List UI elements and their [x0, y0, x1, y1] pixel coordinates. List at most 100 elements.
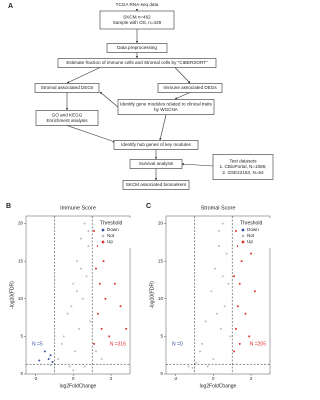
point [81, 297, 84, 300]
point [217, 245, 220, 248]
point [227, 282, 230, 285]
point [187, 365, 190, 368]
point [113, 282, 116, 285]
point [94, 267, 97, 270]
point [191, 366, 194, 369]
y-tick-label: 20 [18, 221, 24, 226]
panel-label: A [8, 3, 13, 10]
x-tick-label: -2 [33, 376, 37, 381]
point [100, 327, 103, 330]
flow-box [113, 140, 199, 150]
legend-swatch [241, 228, 245, 232]
arrow [66, 67, 101, 84]
point [47, 357, 50, 360]
point [219, 327, 222, 330]
legend-label: Down [247, 227, 259, 232]
point [83, 365, 86, 368]
point [238, 342, 241, 345]
point [217, 230, 220, 233]
point [225, 252, 228, 255]
flow-box [35, 110, 99, 126]
point [79, 237, 82, 240]
legend-swatch [101, 234, 105, 238]
point [248, 335, 251, 338]
point [70, 305, 73, 308]
point [125, 327, 128, 330]
y-tick-label: 0 [20, 371, 23, 376]
legend-swatch [241, 240, 245, 244]
y-tick-label: 10 [18, 296, 24, 301]
flow-box [57, 58, 217, 68]
y-tick-label: 10 [158, 296, 164, 301]
point [74, 350, 77, 353]
point [89, 320, 92, 323]
point [76, 260, 79, 263]
point [199, 350, 202, 353]
flow-box [129, 159, 183, 169]
chart-title: Stromal Score [201, 205, 236, 211]
flow-text: Stromal associated DEGs [41, 85, 94, 90]
point [216, 312, 219, 315]
point [234, 230, 237, 233]
legend-label: Up [247, 239, 253, 244]
point [49, 363, 52, 366]
x-axis-label: log2FoldChange [60, 383, 97, 389]
point [98, 282, 101, 285]
x-axis-label: log2FoldChange [200, 383, 237, 389]
flow-text: 2. GSE22153, N=54 [222, 170, 264, 175]
flow-text: Identify hub genes of key modules [121, 142, 191, 147]
point [51, 360, 54, 363]
point [195, 361, 198, 364]
point [102, 260, 105, 263]
point [119, 305, 122, 308]
point [100, 357, 103, 360]
y-axis-label: -log10(FDR) [149, 281, 155, 309]
chart-title: Immune Score [60, 205, 96, 211]
flow-box [34, 83, 100, 93]
flow-box [157, 83, 223, 93]
legend-title: Threshold [240, 220, 262, 226]
x-tick-label: 2 [250, 376, 253, 381]
point [93, 230, 96, 233]
flow-text: 1. CBioPortal, N=1085; [219, 164, 266, 169]
point [212, 357, 215, 360]
point [77, 327, 80, 330]
point [250, 252, 253, 255]
point [253, 290, 256, 293]
legend-swatch [101, 228, 105, 232]
point [200, 342, 203, 345]
point [240, 260, 243, 263]
point [233, 275, 236, 278]
flow-box [122, 180, 190, 190]
flow-box [212, 154, 274, 180]
flow-text: Enrichment analysis [46, 118, 88, 123]
point [66, 312, 69, 315]
plot-frame [25, 215, 131, 375]
point [60, 342, 63, 345]
flow-text: Test datasets [229, 159, 257, 164]
y-axis-label: -log10(FDR) [9, 281, 15, 309]
annotation: N =0 [172, 341, 183, 347]
y-tick-label: 5 [160, 334, 163, 339]
panel-label: B [6, 203, 11, 210]
point [96, 312, 99, 315]
panel-label: C [146, 203, 151, 210]
flow-text: Immune associated DEGs [163, 85, 217, 90]
annotation: N =316 [110, 341, 126, 347]
legend-label: Not [107, 233, 115, 238]
flow-text: TCGA RNA-seq data [116, 2, 159, 7]
point [221, 275, 224, 278]
point [87, 230, 90, 233]
annotation: N =5 [32, 341, 43, 347]
arrow [174, 92, 191, 100]
point [38, 359, 41, 362]
point [68, 365, 71, 368]
point [83, 222, 86, 225]
y-tick-label: 15 [18, 258, 24, 263]
flow-text: by WGCNA [154, 107, 179, 112]
y-tick-label: 5 [20, 334, 23, 339]
x-tick-label: -2 [173, 376, 177, 381]
point [43, 350, 46, 353]
